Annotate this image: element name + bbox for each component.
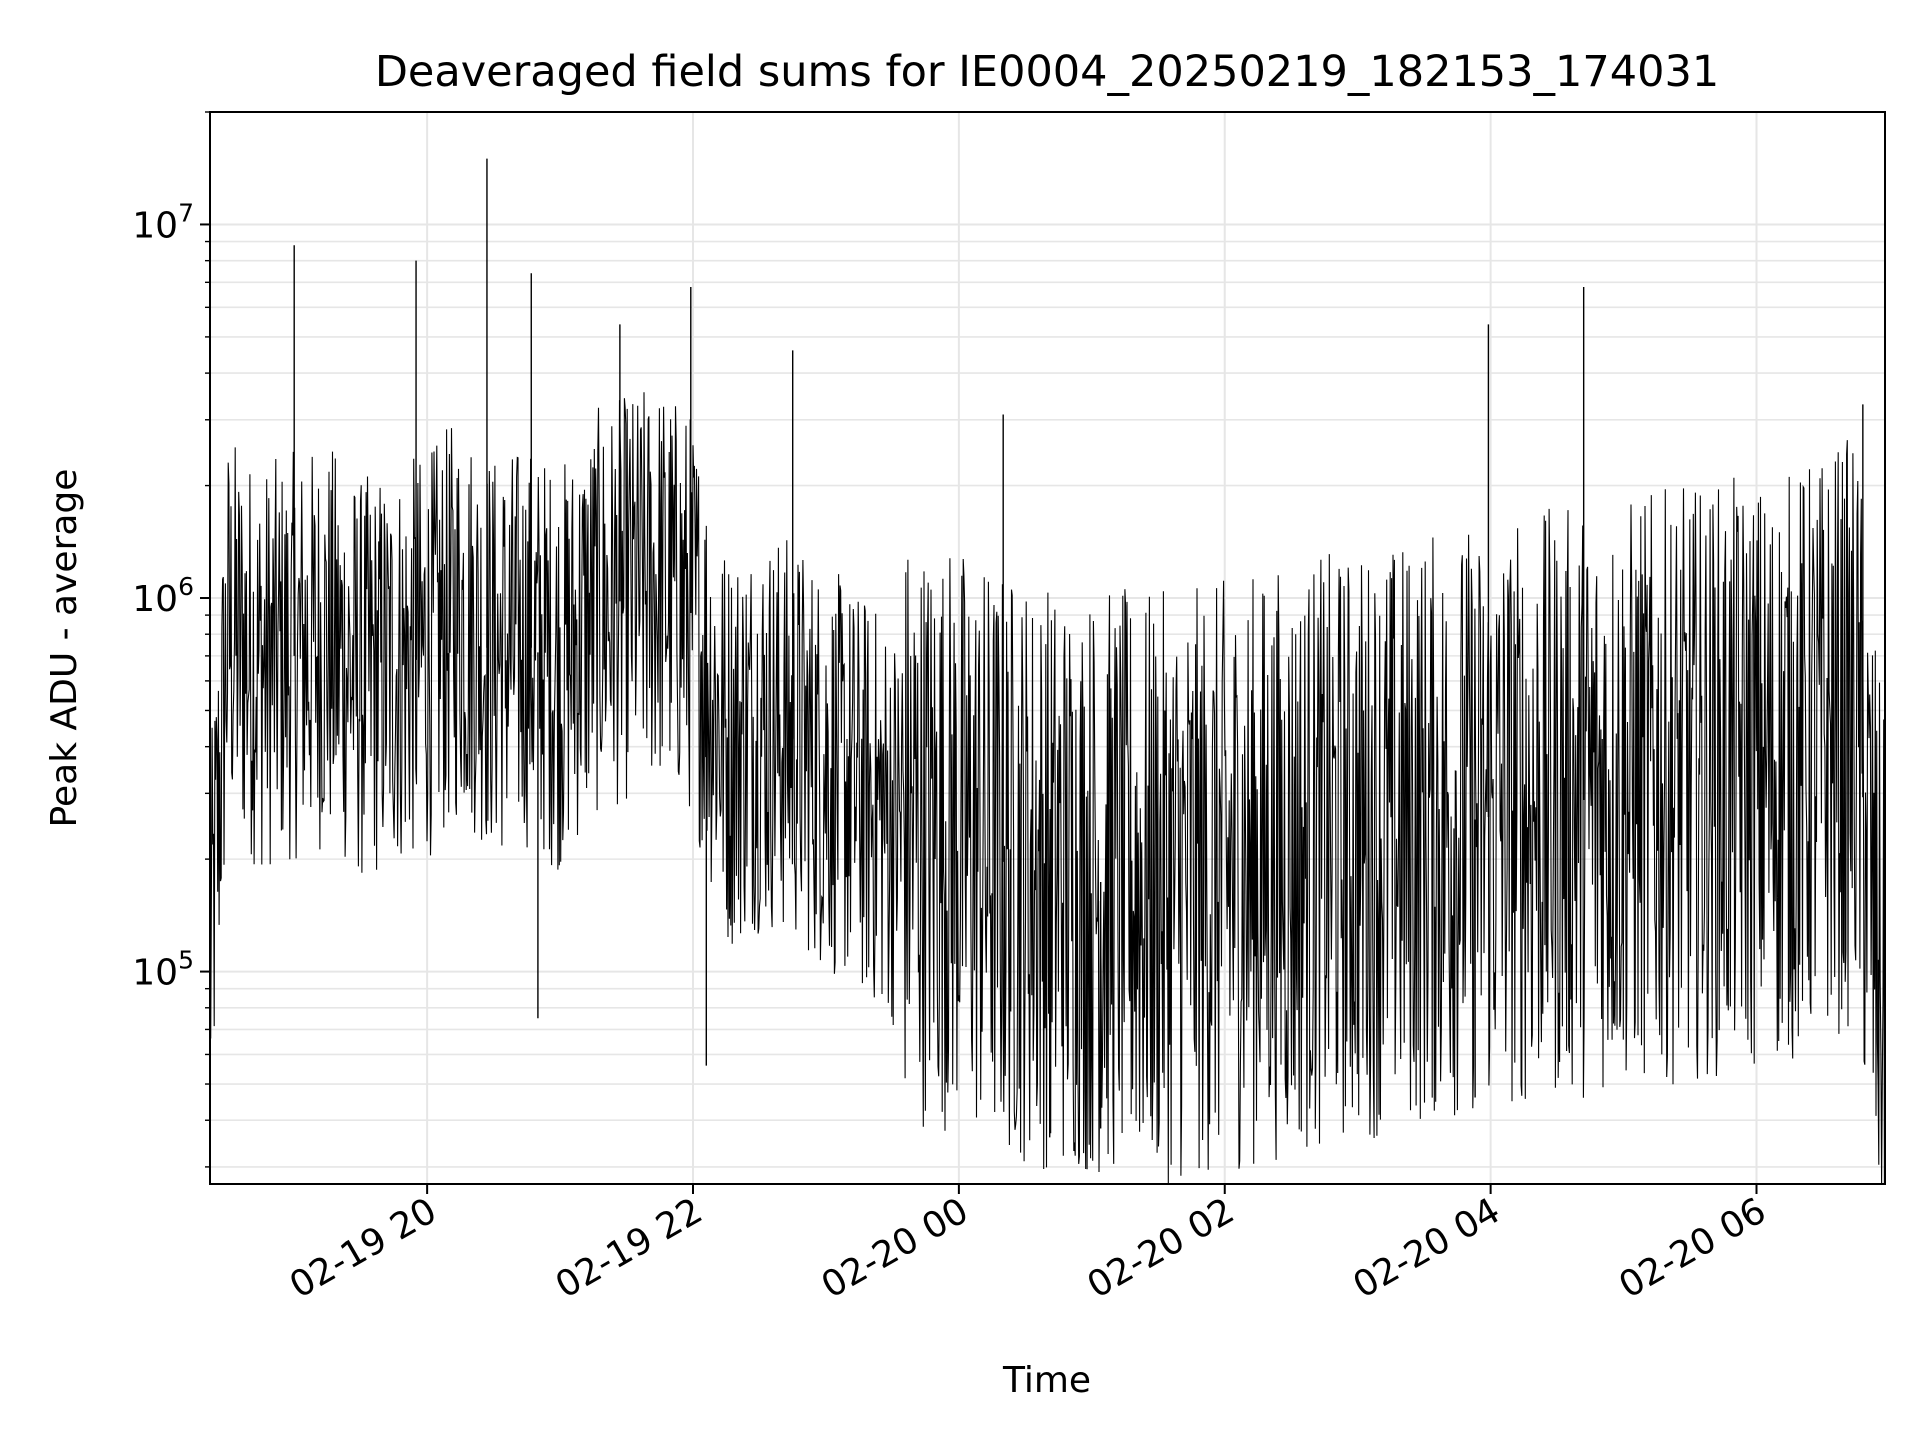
x-axis-label: Time	[1002, 1360, 1091, 1401]
y-tick-exponent: 5	[178, 946, 194, 975]
plot-frame	[209, 111, 1886, 1185]
y-tick-label: 106	[132, 572, 194, 620]
y-tick-label: 107	[132, 198, 194, 246]
y-tick-base: 10	[132, 953, 178, 994]
y-tick-exponent: 6	[178, 572, 194, 601]
y-axis-label: Peak ADU - average	[44, 469, 85, 828]
series-line	[209, 392, 1885, 1185]
series-layer	[209, 158, 1885, 1185]
y-tick-base: 10	[132, 205, 178, 246]
y-tick-exponent: 7	[178, 198, 194, 227]
chart-title: Deaveraged field sums for IE0004_2025021…	[375, 47, 1719, 97]
y-tick-base: 10	[132, 579, 178, 620]
y-tick-label: 105	[132, 946, 194, 994]
